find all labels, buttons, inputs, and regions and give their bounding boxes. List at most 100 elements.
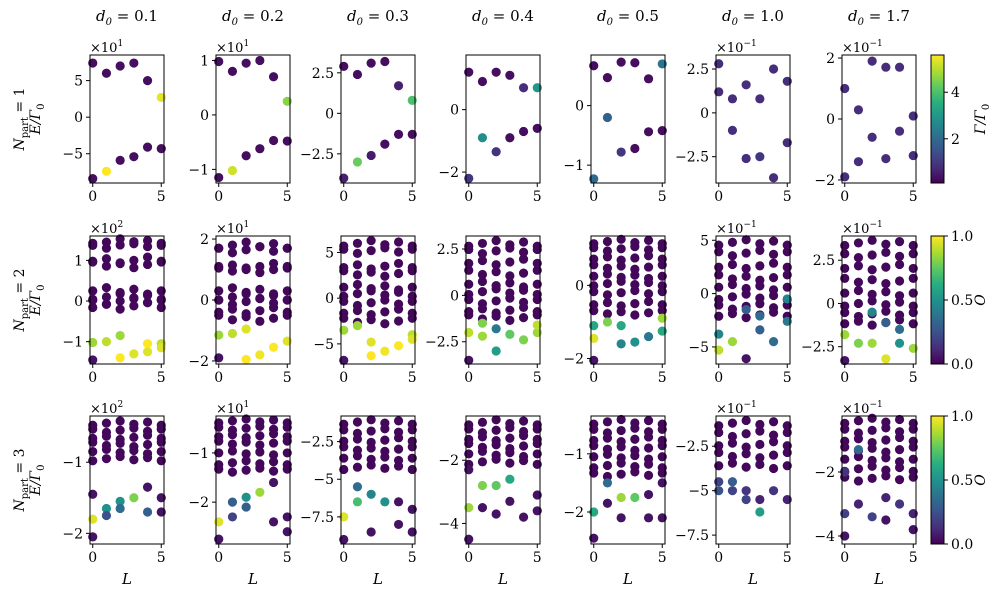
- scatter-point: [755, 311, 765, 321]
- row-label-npart: Npart = 1: [12, 88, 31, 152]
- scatter-point-background: [881, 239, 891, 249]
- scatter-point-background: [894, 291, 905, 301]
- scatter-point-background: [727, 309, 738, 319]
- scatter-point-background: [255, 293, 265, 304]
- scatter-point-background: [505, 305, 515, 315]
- scatter-point-background: [142, 417, 153, 427]
- axes-frame: [340, 415, 416, 545]
- x-tick-label: 0: [464, 550, 473, 566]
- scatter-point: [853, 338, 864, 348]
- axes-frame: [841, 415, 917, 545]
- scatter-point-background: [505, 423, 515, 433]
- x-tick-label: 5: [283, 370, 292, 386]
- colorbar-row-0: 2 4 Γ/Γ0: [930, 54, 992, 184]
- scatter-point: [727, 486, 738, 496]
- scatter-point-background: [768, 463, 779, 474]
- scatter-point-background: [755, 261, 765, 271]
- scatter-point: [101, 337, 112, 347]
- y-tick-label: 2.5: [437, 242, 459, 258]
- scatter-point-background: [616, 288, 626, 298]
- scatter-point: [227, 66, 238, 76]
- scatter-point-background: [630, 299, 640, 309]
- scatter-point-background: [101, 254, 112, 264]
- scatter-point: [505, 496, 515, 506]
- scatter-point-background: [142, 290, 153, 300]
- scatter-point-background: [602, 290, 613, 300]
- scatter-point-background: [867, 461, 877, 471]
- scatter-point: [380, 139, 390, 149]
- scatter-point-background: [894, 259, 905, 270]
- y-tick-label: 0: [826, 112, 835, 128]
- scatter-point: [491, 324, 501, 334]
- scatter-point-background: [602, 471, 613, 482]
- scatter-point-background: [393, 287, 404, 297]
- subplot-r0-c5: 0 5 −2.5 0 2.5 ×10−1: [675, 39, 792, 205]
- x-tick-label: 5: [533, 189, 542, 205]
- x-tick-label: 0: [339, 370, 348, 386]
- y-tick-label: 2: [826, 51, 835, 67]
- scatter-point-background: [518, 247, 529, 257]
- scatter-point-background: [755, 426, 765, 436]
- scatter-point: [366, 351, 376, 361]
- scatter-point-background: [101, 444, 112, 455]
- scatter-point-background: [227, 304, 238, 314]
- axis-multiplier: ×101: [216, 220, 249, 237]
- scatter-point-background: [393, 237, 404, 247]
- scatter-point: [602, 317, 613, 327]
- scatter-point-background: [768, 258, 779, 268]
- scatter-point-background: [477, 276, 488, 287]
- y-tick-label: −2.5: [300, 147, 334, 163]
- scatter-point: [867, 132, 877, 142]
- axes-frame: [841, 235, 917, 365]
- scatter-point: [755, 507, 765, 517]
- colorbar-label: O: [973, 294, 989, 306]
- axes-frame: [215, 235, 291, 365]
- scatter-point-background: [352, 289, 363, 299]
- x-axis-label: L: [873, 570, 884, 588]
- scatter-point-background: [881, 262, 891, 272]
- scatter-point-background: [518, 285, 529, 295]
- scatter-point-background: [616, 234, 626, 244]
- scatter-point: [477, 133, 488, 143]
- scatter-point: [352, 321, 363, 331]
- scatter-point-background: [115, 289, 125, 299]
- scatter-point-background: [881, 306, 891, 316]
- scatter-point: [380, 56, 390, 67]
- scatter-point-background: [755, 453, 765, 463]
- row-label: Npart = 3E/Γ0: [12, 449, 47, 513]
- scatter-point: [393, 81, 404, 91]
- scatter-point-background: [115, 451, 125, 462]
- axes-frame: [340, 235, 416, 365]
- scatter-point-background: [881, 278, 891, 289]
- scatter-point: [894, 324, 905, 335]
- y-tick-label: −2.5: [801, 340, 835, 356]
- scatter-point-background: [643, 235, 654, 245]
- scatter-point-background: [241, 437, 251, 447]
- colorbar-tick-label: 0.5: [951, 473, 973, 489]
- scatter-point-background: [101, 283, 112, 293]
- scatter-point: [477, 331, 488, 341]
- scatter-point-background: [101, 292, 112, 302]
- y-tick-label: −1: [62, 335, 83, 351]
- scatter-point-background: [894, 237, 905, 247]
- scatter-point-background: [741, 289, 751, 299]
- colorbar-label-text: O: [973, 474, 989, 486]
- row-ylabel: E/Γ0: [28, 103, 47, 135]
- scatter-point: [115, 353, 125, 363]
- scatter-point: [727, 477, 738, 487]
- scatter-point-background: [227, 240, 238, 250]
- scatter-point: [741, 305, 751, 315]
- scatter-point: [366, 337, 376, 347]
- scatter-point: [741, 153, 751, 164]
- scatter-point-background: [268, 264, 279, 275]
- x-axis-label: L: [121, 570, 132, 588]
- x-tick-label: 0: [714, 550, 723, 566]
- axes-frame: [715, 415, 791, 545]
- scatter-point: [393, 341, 404, 351]
- scatter-point-background: [643, 308, 654, 318]
- scatter-point-background: [393, 433, 404, 443]
- scatter-point-background: [380, 295, 390, 305]
- scatter-point: [881, 317, 891, 328]
- scatter-point-background: [255, 463, 265, 473]
